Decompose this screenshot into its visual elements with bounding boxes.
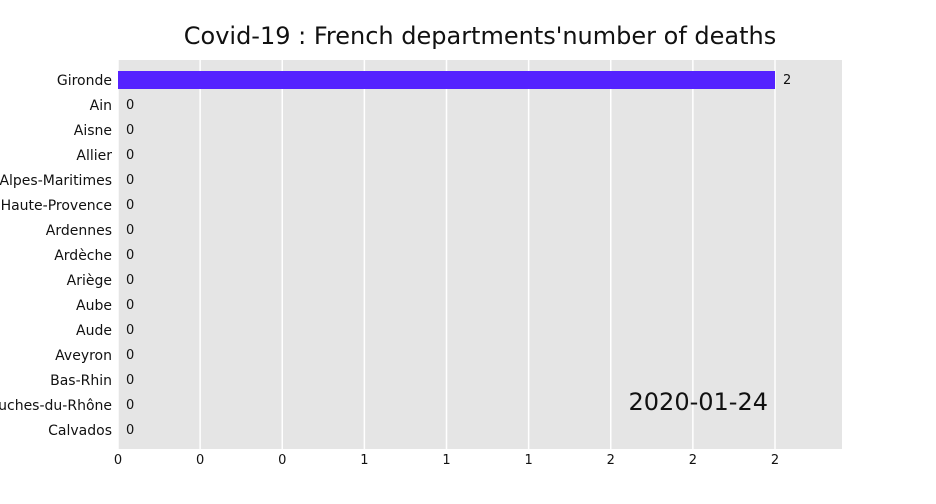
bar	[118, 71, 775, 89]
value-label: 0	[126, 98, 134, 113]
y-tick-label: Aube	[76, 298, 112, 314]
x-tick-label: 1	[442, 453, 450, 468]
y-tick-label: Gironde	[57, 73, 112, 89]
value-label: 0	[126, 198, 134, 213]
value-label: 0	[126, 273, 134, 288]
x-tick-label: 0	[196, 453, 204, 468]
date-label: 2020-01-24	[629, 388, 768, 416]
y-tick-label: Ardèche	[54, 248, 112, 264]
value-label: 0	[126, 148, 134, 163]
value-label: 0	[126, 298, 134, 313]
value-label: 0	[126, 398, 134, 413]
x-tick-label: 0	[114, 453, 122, 468]
value-label: 0	[126, 323, 134, 338]
plot-background	[118, 60, 842, 449]
x-tick-label: 2	[771, 453, 779, 468]
y-tick-label: Ardennes	[46, 223, 112, 239]
value-label: 0	[126, 423, 134, 438]
x-tick-label: 2	[607, 453, 615, 468]
y-tick-label: Aisne	[74, 123, 112, 139]
value-label: 0	[126, 123, 134, 138]
chart-title: Covid-19 : French departments'number of …	[183, 22, 777, 50]
y-tick-label: Bouches-du-Rhône	[0, 398, 112, 414]
x-tick-label: 0	[278, 453, 286, 468]
grid-lines	[117, 60, 776, 449]
x-tick-label: 1	[360, 453, 368, 468]
y-tick-label: Ariège	[67, 273, 112, 289]
y-tick-label: Calvados	[48, 423, 112, 439]
x-tick-label: 2	[689, 453, 697, 468]
value-label: 0	[126, 373, 134, 388]
x-tick-label: 1	[524, 453, 532, 468]
y-tick-label: Bas-Rhin	[50, 373, 112, 389]
y-tick-label: Allier	[76, 148, 112, 164]
value-label: 0	[126, 248, 134, 263]
value-label: 0	[126, 348, 134, 363]
value-labels: 2 0 0 0 0 0 0 0 0 0 0 0 0 0 0	[126, 73, 791, 438]
y-tick-label: Alpes-de-Haute-Provence	[0, 198, 112, 214]
y-tick-label: Alpes-Maritimes	[0, 173, 112, 189]
y-axis-labels: Gironde Ain Aisne Allier Alpes-Maritimes Alpe…	[0, 73, 112, 439]
x-axis-ticks: 0 0 0 1 1 1 2 2 2	[114, 453, 779, 468]
value-label: 0	[126, 223, 134, 238]
value-label: 2	[783, 73, 791, 88]
y-tick-label: Ain	[90, 98, 112, 114]
bars-group	[118, 71, 775, 89]
y-tick-label: Aveyron	[55, 348, 112, 364]
value-label: 0	[126, 173, 134, 188]
y-tick-label: Aude	[76, 323, 112, 339]
